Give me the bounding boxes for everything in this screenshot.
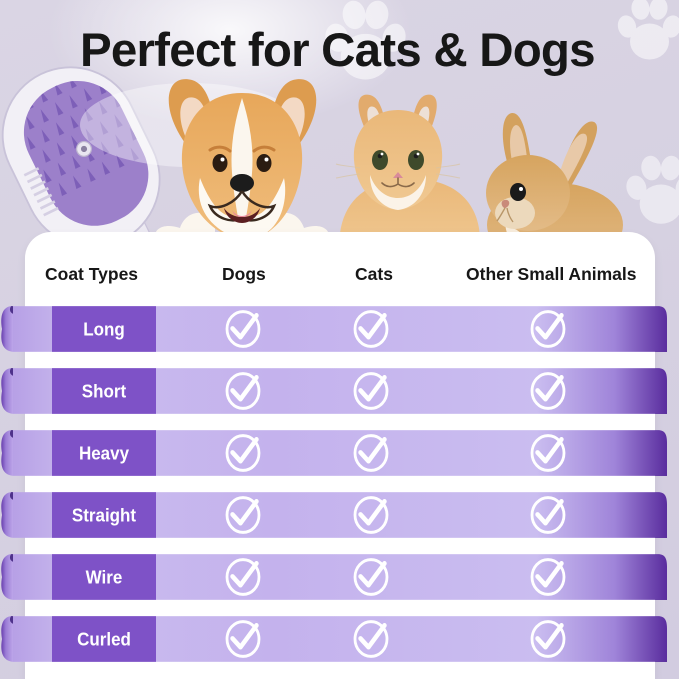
svg-text:Wire: Wire — [86, 567, 123, 588]
svg-text:Straight: Straight — [72, 505, 136, 526]
svg-text:Curled: Curled — [77, 629, 131, 650]
svg-text:Heavy: Heavy — [79, 443, 129, 464]
svg-text:Short: Short — [82, 381, 126, 402]
svg-text:Long: Long — [83, 319, 125, 340]
